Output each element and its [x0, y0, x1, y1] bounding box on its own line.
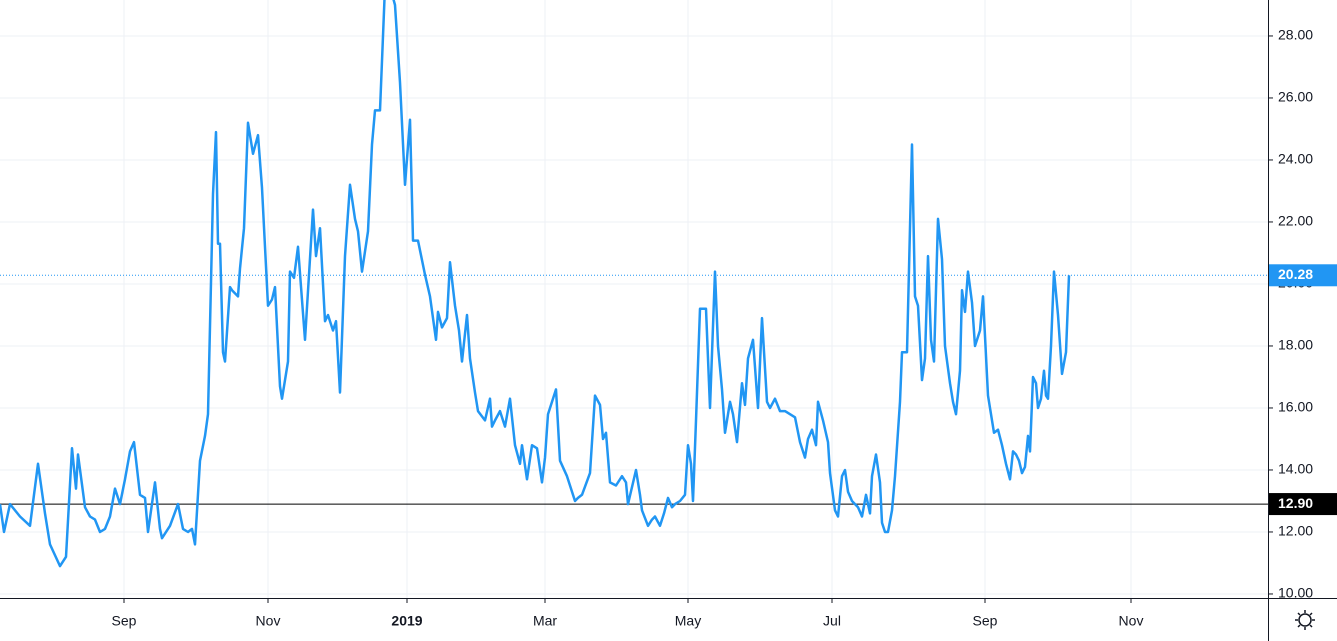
- y-tick-label: 18.00: [1278, 337, 1313, 353]
- x-tick-label: 2019: [391, 613, 422, 629]
- y-tick-label: 22.00: [1278, 213, 1313, 229]
- marker-label: 12.90: [1278, 495, 1313, 511]
- y-tick-label: 14.00: [1278, 461, 1313, 477]
- y-tick-label: 26.00: [1278, 89, 1313, 105]
- y-tick-label: 10.00: [1278, 585, 1313, 601]
- x-tick-label: Sep: [112, 613, 137, 629]
- marker-label: 20.28: [1278, 266, 1313, 282]
- plot-area: [0, 0, 1268, 568]
- axis-labels: 10.0012.0014.0016.0018.0020.0022.0024.00…: [112, 27, 1337, 629]
- y-tick-label: 24.00: [1278, 151, 1313, 167]
- x-tick-label: Nov: [1119, 613, 1144, 629]
- settings-icon[interactable]: [1295, 610, 1315, 630]
- x-tick-label: Jul: [823, 613, 841, 629]
- y-tick-label: 12.00: [1278, 523, 1313, 539]
- x-tick-label: Sep: [973, 613, 998, 629]
- x-tick-label: Nov: [256, 613, 281, 629]
- grid: [0, 0, 1268, 598]
- marker-label-box: [1269, 264, 1337, 287]
- y-tick-label: 16.00: [1278, 399, 1313, 415]
- y-tick-label: 28.00: [1278, 27, 1313, 43]
- price-line: [0, 0, 1071, 568]
- x-tick-label: May: [675, 613, 701, 629]
- marker-label-box: [1269, 493, 1337, 516]
- x-tick-label: Mar: [533, 613, 557, 629]
